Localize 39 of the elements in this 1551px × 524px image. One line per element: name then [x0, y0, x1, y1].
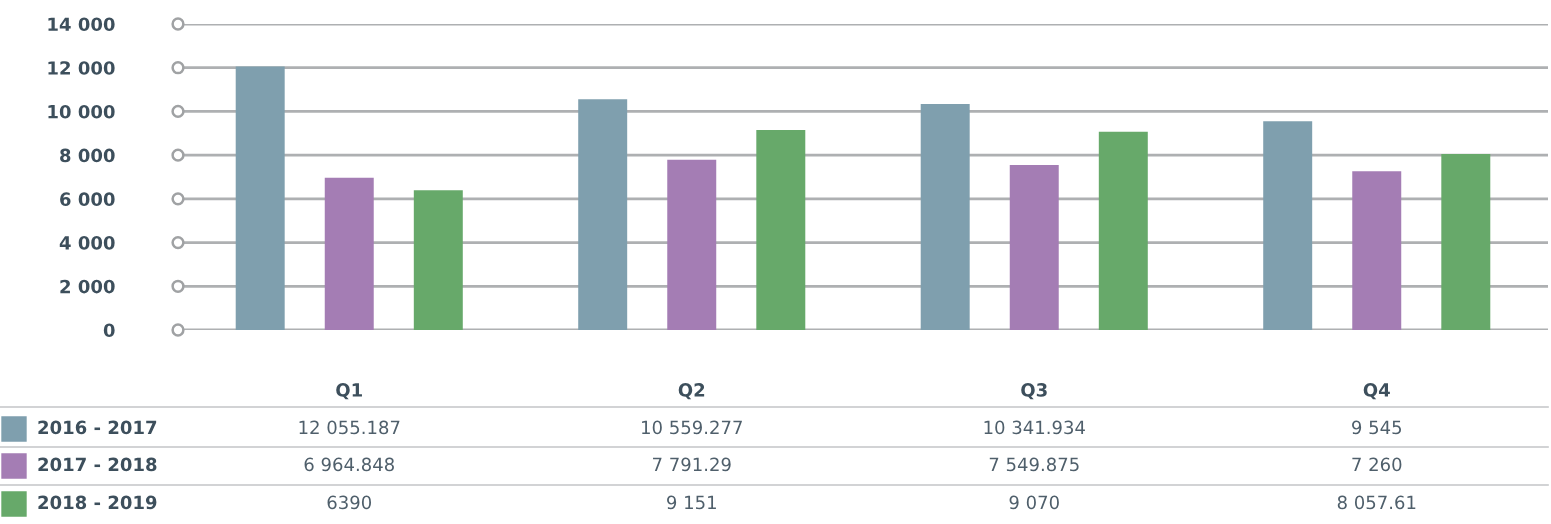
- data-label: 12 055.187: [299, 420, 400, 435]
- bar: [920, 103, 970, 330]
- bar: [235, 66, 285, 330]
- data-label: 9 070: [1009, 495, 1059, 510]
- bar: [1009, 164, 1059, 330]
- x-tick-label: Q3: [1021, 383, 1047, 400]
- legend-label: 2016 - 2017: [38, 420, 157, 435]
- data-label: 6 964.848: [304, 457, 394, 472]
- bar: [756, 129, 806, 330]
- y-tick-label: 2 000: [60, 279, 115, 294]
- data-label: 7 260: [1352, 457, 1402, 472]
- bar: [1352, 171, 1402, 330]
- bar: [413, 190, 463, 330]
- x-tick-label: Q4: [1363, 383, 1390, 400]
- y-tick-label: 6 000: [60, 192, 115, 206]
- y-tick-label: 0: [103, 323, 115, 338]
- y-tick-label: 8 000: [60, 148, 115, 163]
- data-label: 10 559.277: [642, 420, 742, 435]
- data-label: 9 151: [667, 495, 716, 510]
- x-tick-label: Q2: [678, 383, 705, 400]
- legend-label: 2018 - 2019: [38, 495, 157, 510]
- x-tick-label: Q1: [336, 383, 362, 400]
- data-label: 6390: [327, 495, 372, 510]
- data-label: 7 549.875: [989, 457, 1079, 472]
- bar: [578, 99, 628, 330]
- y-tick-label: 10 000: [48, 104, 115, 119]
- y-tick-label: 14 000: [48, 17, 115, 32]
- bar: [1441, 153, 1491, 330]
- bar: [1263, 121, 1313, 330]
- bar: [1098, 131, 1148, 330]
- y-tick-label: 12 000: [48, 61, 115, 75]
- data-label: 7 791.29: [653, 457, 731, 472]
- bar: [324, 177, 374, 330]
- y-tick-label: 4 000: [59, 236, 115, 250]
- bar: [667, 159, 717, 330]
- data-label: 10 341.934: [984, 420, 1085, 435]
- data-label: 9 545: [1352, 420, 1402, 435]
- data-label: 8 057.61: [1337, 495, 1416, 510]
- legend-label: 2017 - 2018: [38, 457, 157, 472]
